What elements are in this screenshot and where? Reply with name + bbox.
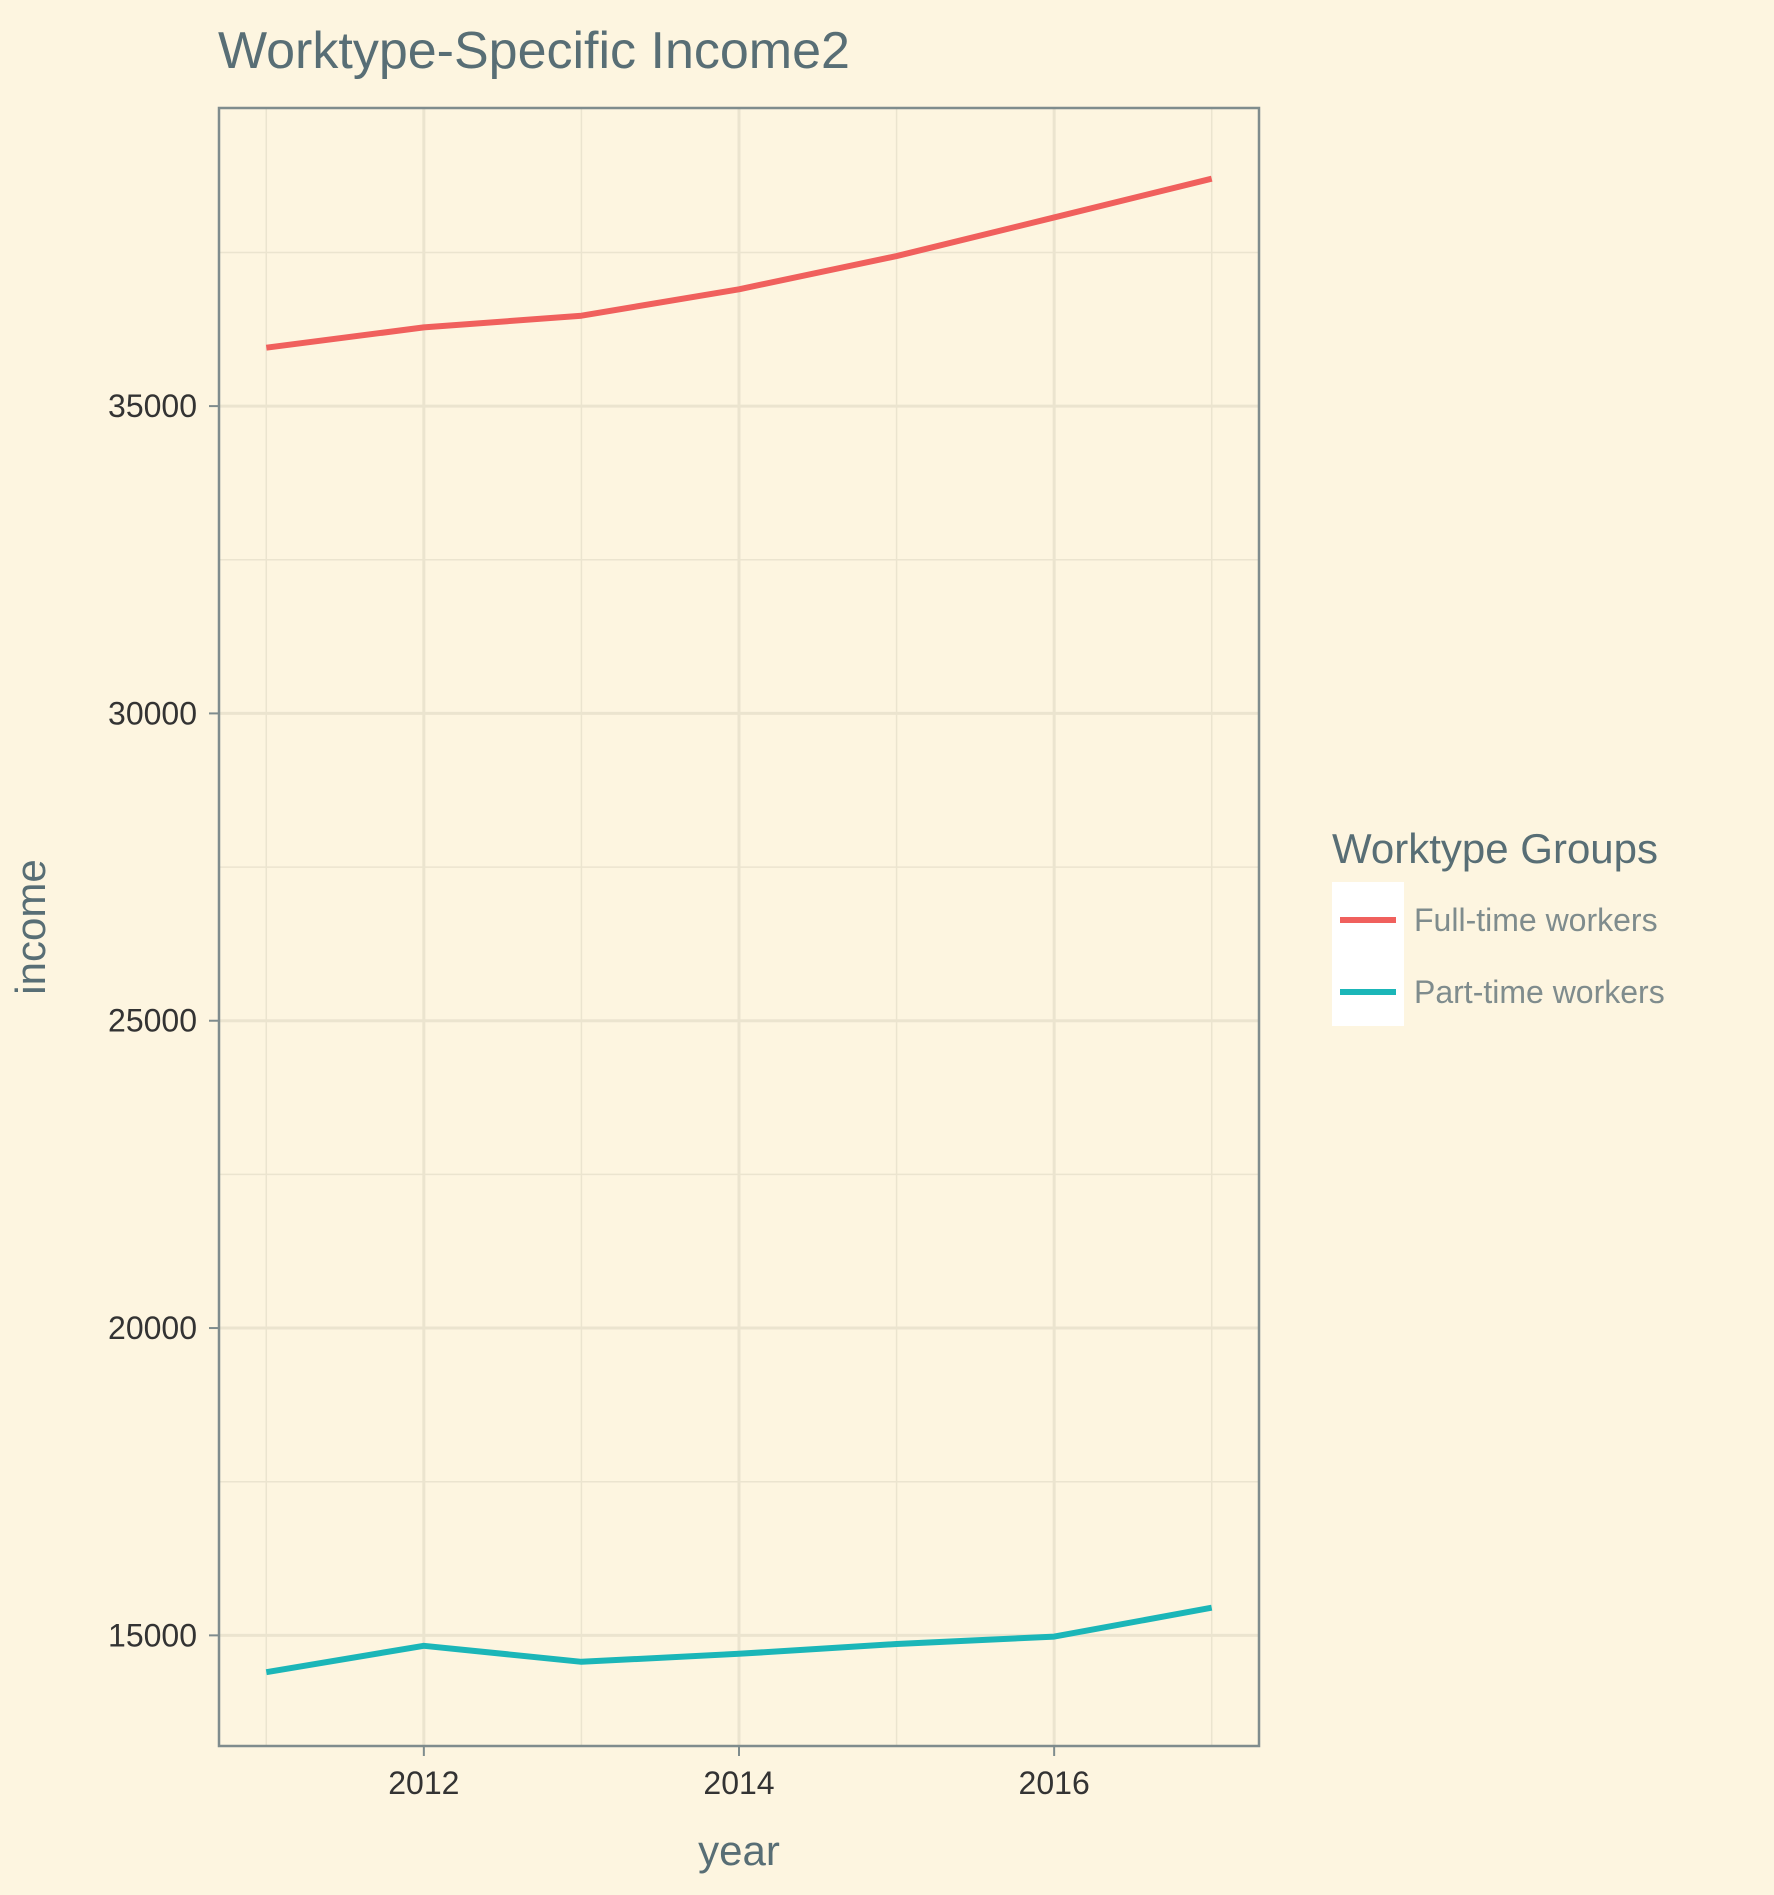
data-point [1209, 176, 1215, 182]
x-tick-label: 2016 [1019, 1765, 1090, 1801]
legend-items: Full-time workers Part-time workers [1340, 902, 1665, 1010]
data-point [1051, 214, 1057, 220]
data-point [736, 1651, 742, 1657]
data-point [421, 1643, 427, 1649]
y-tick-label: 20000 [108, 1310, 197, 1346]
data-point [894, 253, 900, 259]
data-point [421, 324, 427, 330]
series-line-0 [265, 175, 1213, 351]
y-axis-title: income [7, 859, 54, 994]
data-point [578, 1659, 584, 1665]
x-tick-label: 2014 [703, 1765, 774, 1801]
data-point [578, 313, 584, 319]
data-point [263, 345, 269, 351]
y-tick-label: 15000 [108, 1617, 197, 1653]
y-tick-label: 35000 [108, 388, 197, 424]
data-point [263, 1669, 269, 1675]
x-axis-title: year [698, 1827, 780, 1874]
grid-lines [219, 108, 1259, 1746]
y-tick-label: 30000 [108, 695, 197, 731]
data-point [736, 286, 742, 292]
legend-key-background [1332, 882, 1404, 1026]
y-tick-label: 25000 [108, 1003, 197, 1039]
data-point [1051, 1634, 1057, 1640]
x-tick-label: 2012 [388, 1765, 459, 1801]
chart-title: Worktype-Specific Income2 [218, 22, 850, 80]
legend-title: Worktype Groups [1332, 825, 1658, 872]
series-line-1 [265, 1604, 1213, 1676]
data-point [1209, 1605, 1215, 1611]
legend-label: Full-time workers [1414, 902, 1658, 938]
series-lines [263, 175, 1215, 1676]
data-point [894, 1641, 900, 1647]
legend: Worktype Groups Full-time workers Part-ti… [1332, 825, 1665, 1026]
legend-label: Part-time workers [1414, 974, 1665, 1010]
axis-ticks: 15000 20000 25000 30000 35000 2012 2014 2016 [108, 388, 1090, 1801]
